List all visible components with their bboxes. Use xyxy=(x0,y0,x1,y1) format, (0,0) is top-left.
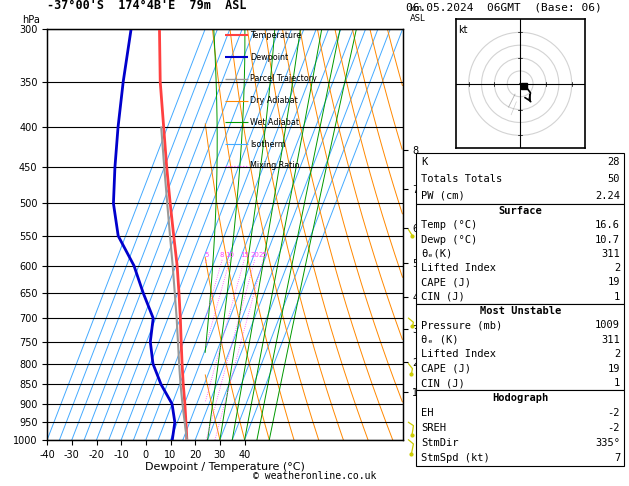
Text: 311: 311 xyxy=(601,335,620,345)
Text: 15: 15 xyxy=(240,252,248,258)
Text: -2: -2 xyxy=(608,408,620,418)
Text: 50: 50 xyxy=(608,174,620,184)
Text: Wet Adiabat: Wet Adiabat xyxy=(250,118,299,127)
Text: 7: 7 xyxy=(614,453,620,463)
Text: hPa: hPa xyxy=(22,15,40,25)
Text: 16.6: 16.6 xyxy=(595,221,620,230)
Text: 5: 5 xyxy=(204,252,209,258)
Text: K: K xyxy=(421,156,428,167)
Text: CIN (J): CIN (J) xyxy=(421,378,465,388)
Text: 1: 1 xyxy=(614,378,620,388)
X-axis label: Dewpoint / Temperature (°C): Dewpoint / Temperature (°C) xyxy=(145,462,305,472)
Text: Dewp (°C): Dewp (°C) xyxy=(421,235,477,245)
Text: SREH: SREH xyxy=(421,423,447,433)
Text: 25: 25 xyxy=(259,252,267,258)
Text: 1: 1 xyxy=(614,292,620,302)
Text: Totals Totals: Totals Totals xyxy=(421,174,503,184)
Text: CIN (J): CIN (J) xyxy=(421,292,465,302)
Text: 10.7: 10.7 xyxy=(595,235,620,245)
Text: Most Unstable: Most Unstable xyxy=(479,306,561,316)
Text: Temperature: Temperature xyxy=(250,31,302,40)
Text: Dewpoint: Dewpoint xyxy=(250,52,289,62)
Text: EH: EH xyxy=(421,408,434,418)
Text: Mixing Ratio (g/kg): Mixing Ratio (g/kg) xyxy=(435,191,443,278)
Text: -2: -2 xyxy=(608,423,620,433)
Text: 1009: 1009 xyxy=(595,320,620,330)
Text: © weatheronline.co.uk: © weatheronline.co.uk xyxy=(253,471,376,481)
Text: 28: 28 xyxy=(608,156,620,167)
Text: PW (cm): PW (cm) xyxy=(421,191,465,201)
Text: 311: 311 xyxy=(601,249,620,259)
Text: CAPE (J): CAPE (J) xyxy=(421,364,471,374)
Text: Lifted Index: Lifted Index xyxy=(421,349,496,359)
Text: 2: 2 xyxy=(614,263,620,273)
Text: 8: 8 xyxy=(220,252,225,258)
Text: Dry Adiabat: Dry Adiabat xyxy=(250,96,298,105)
Text: LCL: LCL xyxy=(527,421,543,430)
Text: km
ASL: km ASL xyxy=(409,3,425,23)
Text: 2: 2 xyxy=(614,349,620,359)
Text: Lifted Index: Lifted Index xyxy=(421,263,496,273)
Text: 335°: 335° xyxy=(595,438,620,448)
Text: StmDir: StmDir xyxy=(421,438,459,448)
Text: θₑ (K): θₑ (K) xyxy=(421,335,459,345)
Text: 06.05.2024  06GMT  (Base: 06): 06.05.2024 06GMT (Base: 06) xyxy=(406,2,601,12)
Text: Hodograph: Hodograph xyxy=(492,393,548,403)
Text: 2.24: 2.24 xyxy=(595,191,620,201)
Text: Parcel Trajectory: Parcel Trajectory xyxy=(250,74,317,84)
Text: 19: 19 xyxy=(608,278,620,287)
Text: Isotherm: Isotherm xyxy=(250,139,286,149)
Text: 19: 19 xyxy=(608,364,620,374)
Text: Temp (°C): Temp (°C) xyxy=(421,221,477,230)
Text: -37°00'S  174°4B'E  79m  ASL: -37°00'S 174°4B'E 79m ASL xyxy=(47,0,247,12)
Text: 10: 10 xyxy=(225,252,235,258)
Text: Surface: Surface xyxy=(498,206,542,216)
Text: θₑ(K): θₑ(K) xyxy=(421,249,453,259)
Text: CAPE (J): CAPE (J) xyxy=(421,278,471,287)
Text: 20: 20 xyxy=(250,252,259,258)
Text: StmSpd (kt): StmSpd (kt) xyxy=(421,453,490,463)
Text: kt: kt xyxy=(459,25,468,35)
Text: Mixing Ratio: Mixing Ratio xyxy=(250,161,300,171)
Text: Pressure (mb): Pressure (mb) xyxy=(421,320,503,330)
